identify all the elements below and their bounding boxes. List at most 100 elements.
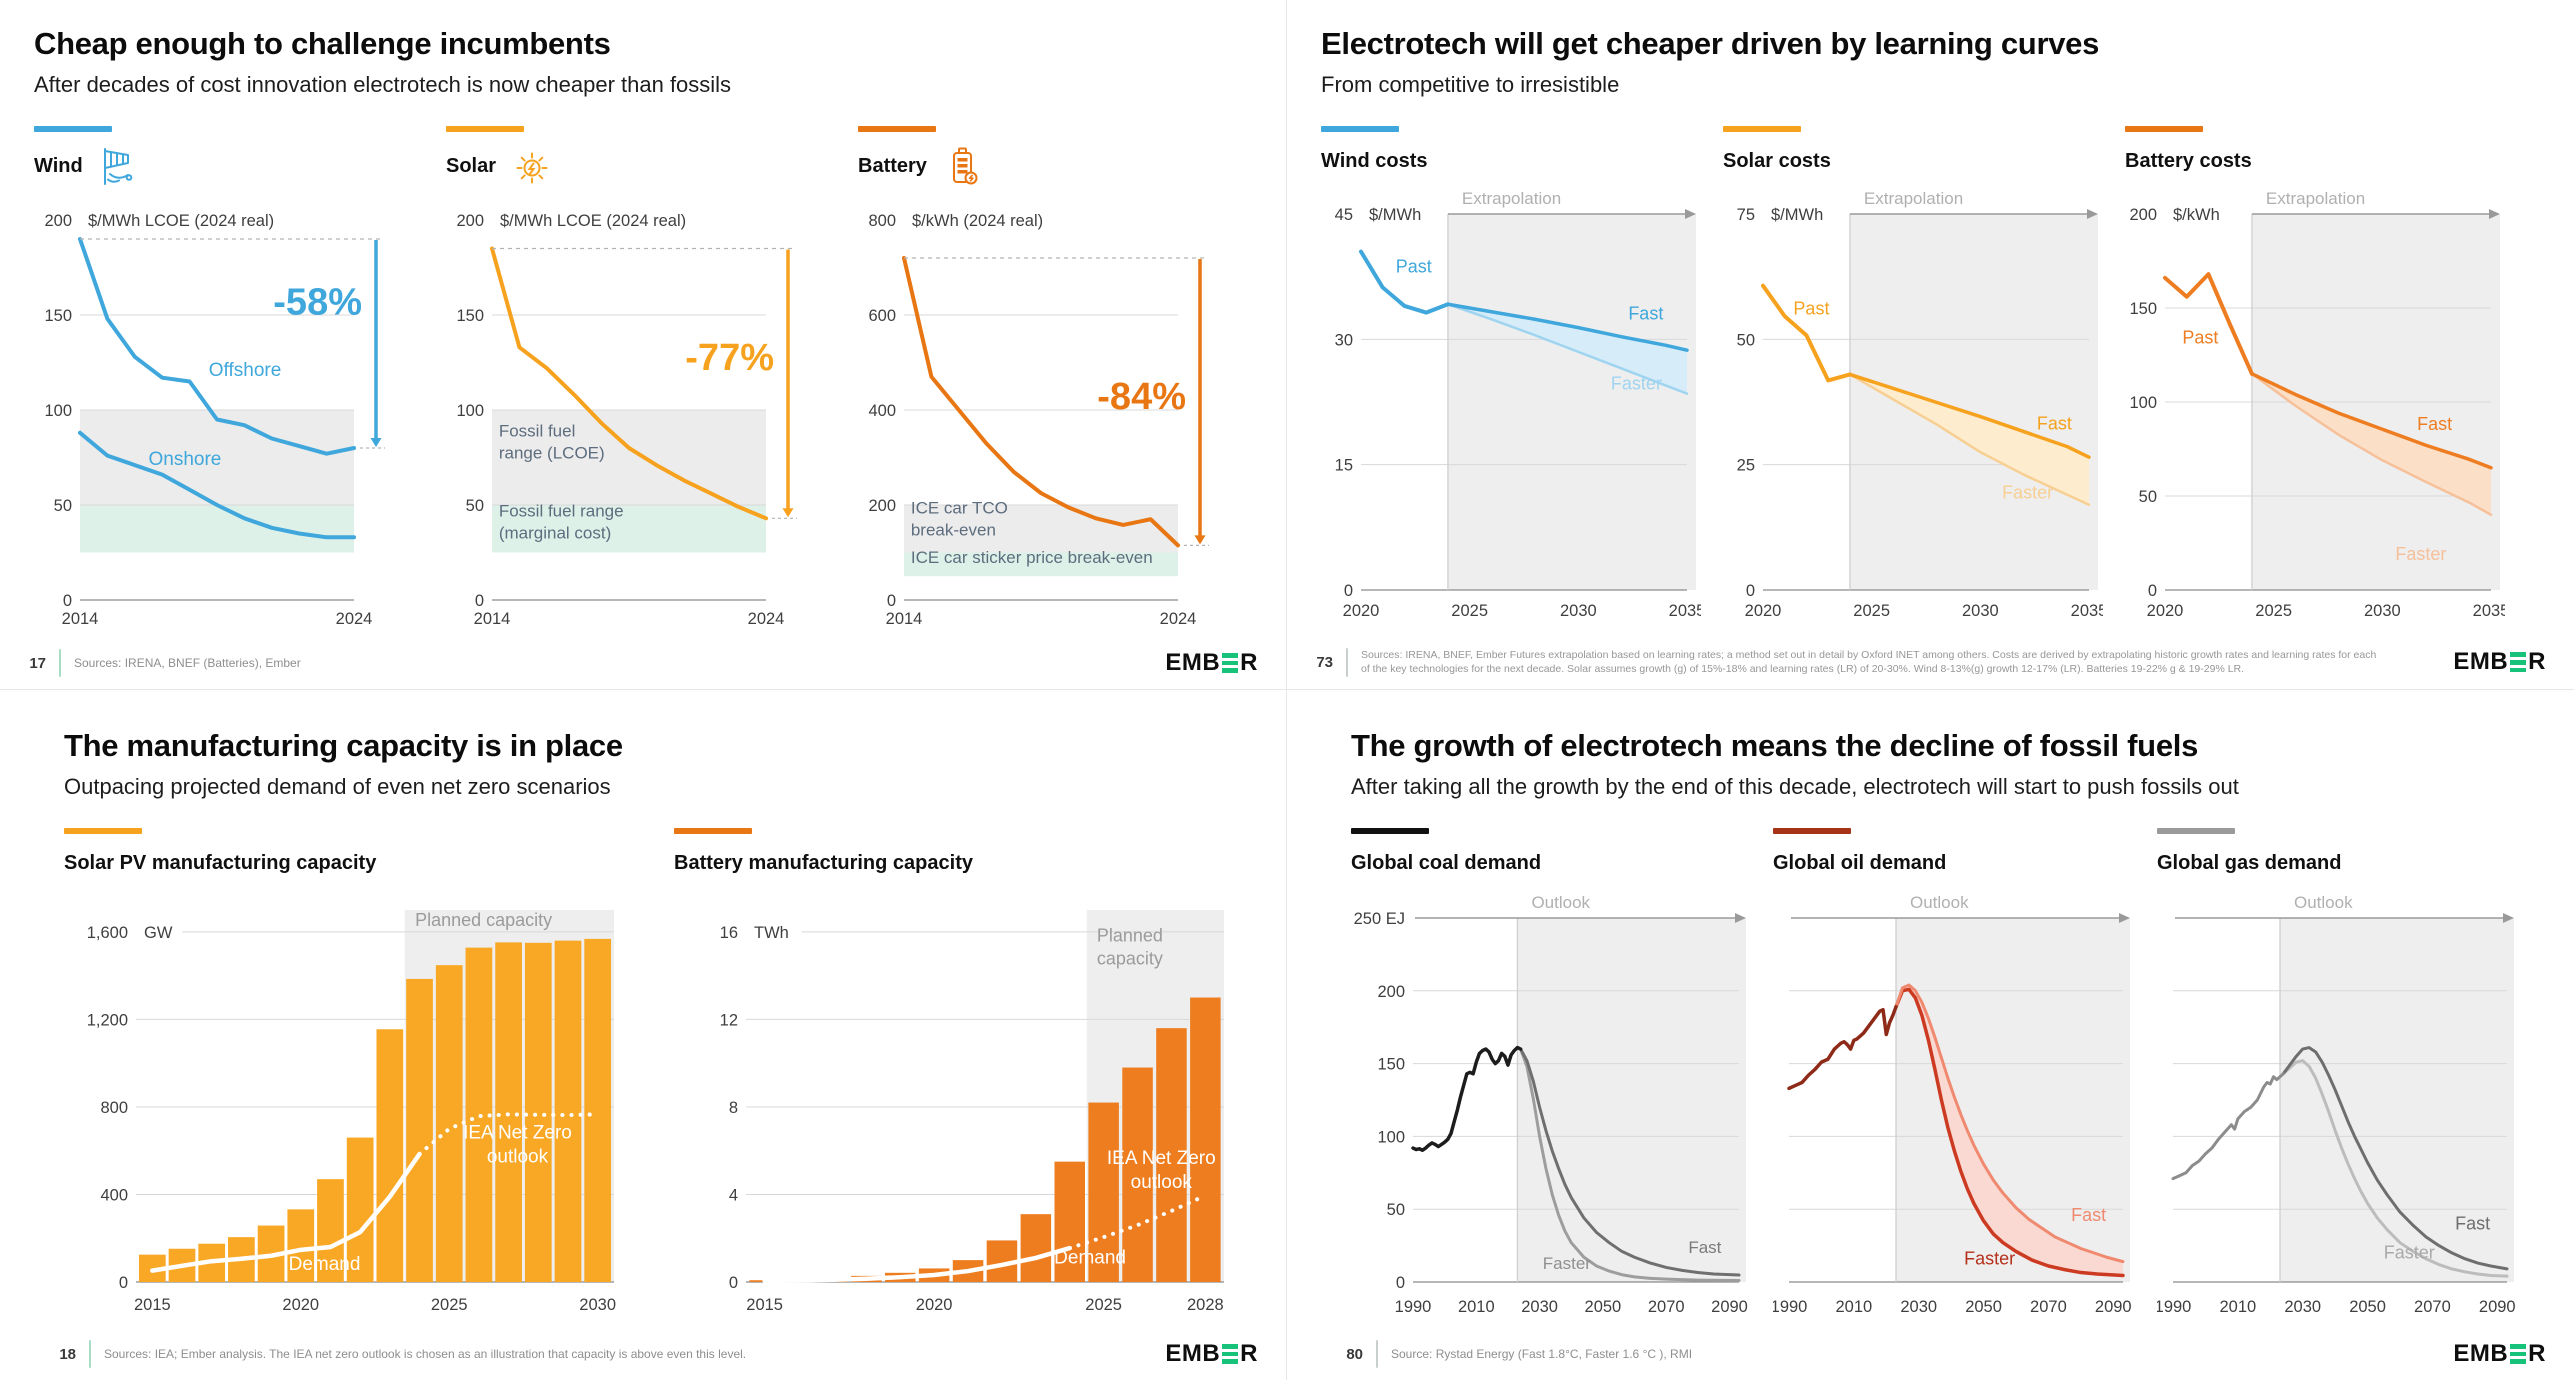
annotation-label: Fast bbox=[1628, 303, 1663, 323]
slide-title: The manufacturing capacity is in place bbox=[64, 728, 623, 763]
y-axis-unit: $/MWh bbox=[1771, 206, 1823, 224]
chart-block: Battery -84% 0 200 400 600 800 $/kWh (2024 real… bbox=[858, 126, 1238, 634]
x-tick: 2020 bbox=[1343, 602, 1380, 620]
reference-band bbox=[80, 505, 354, 553]
bar bbox=[317, 1179, 344, 1282]
chart-block: Global coal demand Outlook 0 50 100 150 200 250… bbox=[1351, 828, 1751, 1322]
x-tick: 2030 bbox=[579, 1296, 616, 1314]
page-number: 80 bbox=[1346, 1345, 1363, 1363]
series-iea-net-zero-outlook bbox=[1067, 1193, 1208, 1251]
charts-row: Wind costs Extrapolation 0 15 30 45 $/MWh 2020 2… bbox=[1321, 126, 2540, 626]
region-label: Extrapolation bbox=[1864, 189, 1963, 208]
logo-text-right: R bbox=[1240, 649, 1258, 676]
logo-text-left: EMB bbox=[1165, 1340, 1221, 1367]
y-tick: 0 bbox=[887, 592, 896, 610]
chart-head: Battery bbox=[858, 144, 1238, 188]
y-tick: 4 bbox=[729, 1186, 738, 1204]
series-faster bbox=[1446, 302, 1689, 395]
y-tick: 200 bbox=[2129, 206, 2157, 224]
bar bbox=[435, 965, 463, 1282]
y-tick: 0 bbox=[63, 592, 72, 610]
series-past bbox=[1411, 1045, 1523, 1152]
legend-color-bar bbox=[1723, 126, 1801, 132]
annotation-label: IEA Net Zero bbox=[463, 1123, 572, 1144]
y-tick: 600 bbox=[868, 307, 896, 325]
series-fast bbox=[2250, 372, 2493, 470]
legend-color-bar bbox=[446, 126, 524, 132]
annotation-label: capacity bbox=[1097, 949, 1163, 969]
legend-color-bar bbox=[2125, 126, 2203, 132]
chart-head: Wind costs bbox=[1321, 144, 1701, 178]
chart-title: Solar bbox=[446, 154, 497, 177]
series-past bbox=[1787, 1005, 1898, 1091]
x-tick: 2024 bbox=[748, 610, 785, 628]
x-tick: 2020 bbox=[2147, 602, 2184, 620]
x-tick: 2010 bbox=[1458, 1298, 1495, 1316]
x-tick: 2025 bbox=[1085, 1296, 1122, 1314]
chart-block: Wind -58% 0 50 100 150 200 $/MWh LCOE (2024 rea… bbox=[34, 126, 414, 634]
x-tick: 2030 bbox=[2364, 602, 2401, 620]
wind-costs-chart: Extrapolation 0 15 30 45 $/MWh 2020 2025 2030 203… bbox=[1335, 189, 1701, 620]
series-faster bbox=[1848, 373, 2091, 507]
annotation-label: ICE car TCO bbox=[911, 499, 1008, 518]
y-tick: 1,200 bbox=[87, 1011, 128, 1029]
region-label: Outlook bbox=[1910, 893, 1969, 912]
x-tick: 2090 bbox=[2095, 1298, 2132, 1316]
footer-divider bbox=[1376, 1340, 1378, 1368]
logo-text-right: R bbox=[2528, 648, 2546, 676]
percent-change: -58% bbox=[273, 282, 362, 324]
x-tick: 2030 bbox=[1521, 1298, 1558, 1316]
y-tick: 50 bbox=[2139, 488, 2157, 506]
y-tick: 0 bbox=[1344, 582, 1353, 600]
y-tick: 12 bbox=[720, 1011, 738, 1029]
bar bbox=[1190, 997, 1221, 1282]
legend-color-bar bbox=[1351, 828, 1429, 834]
slide-title: The growth of electrotech means the decl… bbox=[1351, 728, 2199, 763]
annotation-label: range (LCOE) bbox=[499, 444, 605, 463]
x-tick: 1990 bbox=[1773, 1298, 1807, 1316]
chart-title: Battery manufacturing capacity bbox=[674, 851, 973, 874]
y-tick: 0 bbox=[119, 1274, 128, 1292]
series-onshore bbox=[78, 430, 356, 540]
series-past bbox=[1359, 249, 1450, 315]
logo-text-left: EMB bbox=[1165, 649, 1221, 676]
legend-color-bar bbox=[858, 126, 936, 132]
ember-logo: EMB R bbox=[1165, 1342, 1258, 1366]
series-faster bbox=[2250, 372, 2493, 517]
annotation-label: Faster bbox=[1964, 1249, 2015, 1269]
y-tick: 400 bbox=[100, 1186, 128, 1204]
bar bbox=[1054, 1161, 1086, 1282]
slide-fossil-decline: The growth of electrotech means the decl… bbox=[1287, 690, 2574, 1380]
x-tick: 2024 bbox=[336, 610, 373, 628]
y-tick: 50 bbox=[466, 497, 484, 515]
y-tick: 50 bbox=[54, 497, 72, 515]
oil-demand-chart: Outlook 1990 2010 2030 2050 2070 2090 Fast Faste… bbox=[1773, 893, 2132, 1316]
x-tick: 1990 bbox=[2157, 1298, 2191, 1316]
y-tick: 800 bbox=[868, 212, 896, 230]
bar bbox=[406, 978, 433, 1282]
y-tick: 150 bbox=[1377, 1056, 1405, 1074]
slide-learning-curves: Electrotech will get cheaper driven by l… bbox=[1287, 0, 2574, 690]
x-tick: 2014 bbox=[886, 610, 923, 628]
chart-head: Battery costs bbox=[2125, 144, 2505, 178]
scenario-fill bbox=[1896, 984, 2123, 1276]
region-label: Outlook bbox=[2294, 893, 2353, 912]
chart-block: Global oil demand Outlook 1990 2010 2030 2050… bbox=[1773, 828, 2135, 1322]
y-tick: 150 bbox=[44, 307, 72, 325]
slide-footer: 18 Sources: IEA; Ember analysis. The IEA… bbox=[56, 1340, 1258, 1368]
ember-logo: EMB R bbox=[2453, 650, 2546, 674]
footer-divider bbox=[1346, 647, 1348, 677]
solar-pv-manufacturing-chart: 0 400 800 1,200 1,600 GW 2015 2020 2025 2030 Plann… bbox=[87, 910, 616, 1314]
y-axis-unit: 250 EJ bbox=[1354, 910, 1405, 928]
scenario-fill bbox=[1447, 304, 1687, 394]
logo-text-right: R bbox=[1240, 1340, 1258, 1367]
x-tick: 2025 bbox=[431, 1296, 468, 1314]
logo-text-left: EMB bbox=[2453, 1340, 2509, 1367]
page-number: 18 bbox=[59, 1345, 76, 1363]
x-tick: 2030 bbox=[2284, 1298, 2321, 1316]
x-tick: 2030 bbox=[1962, 602, 1999, 620]
percent-change: -77% bbox=[685, 337, 774, 379]
series-offshore bbox=[78, 237, 356, 456]
annotation-label: Fast bbox=[2037, 414, 2072, 434]
annotation-label: Onshore bbox=[149, 449, 222, 470]
